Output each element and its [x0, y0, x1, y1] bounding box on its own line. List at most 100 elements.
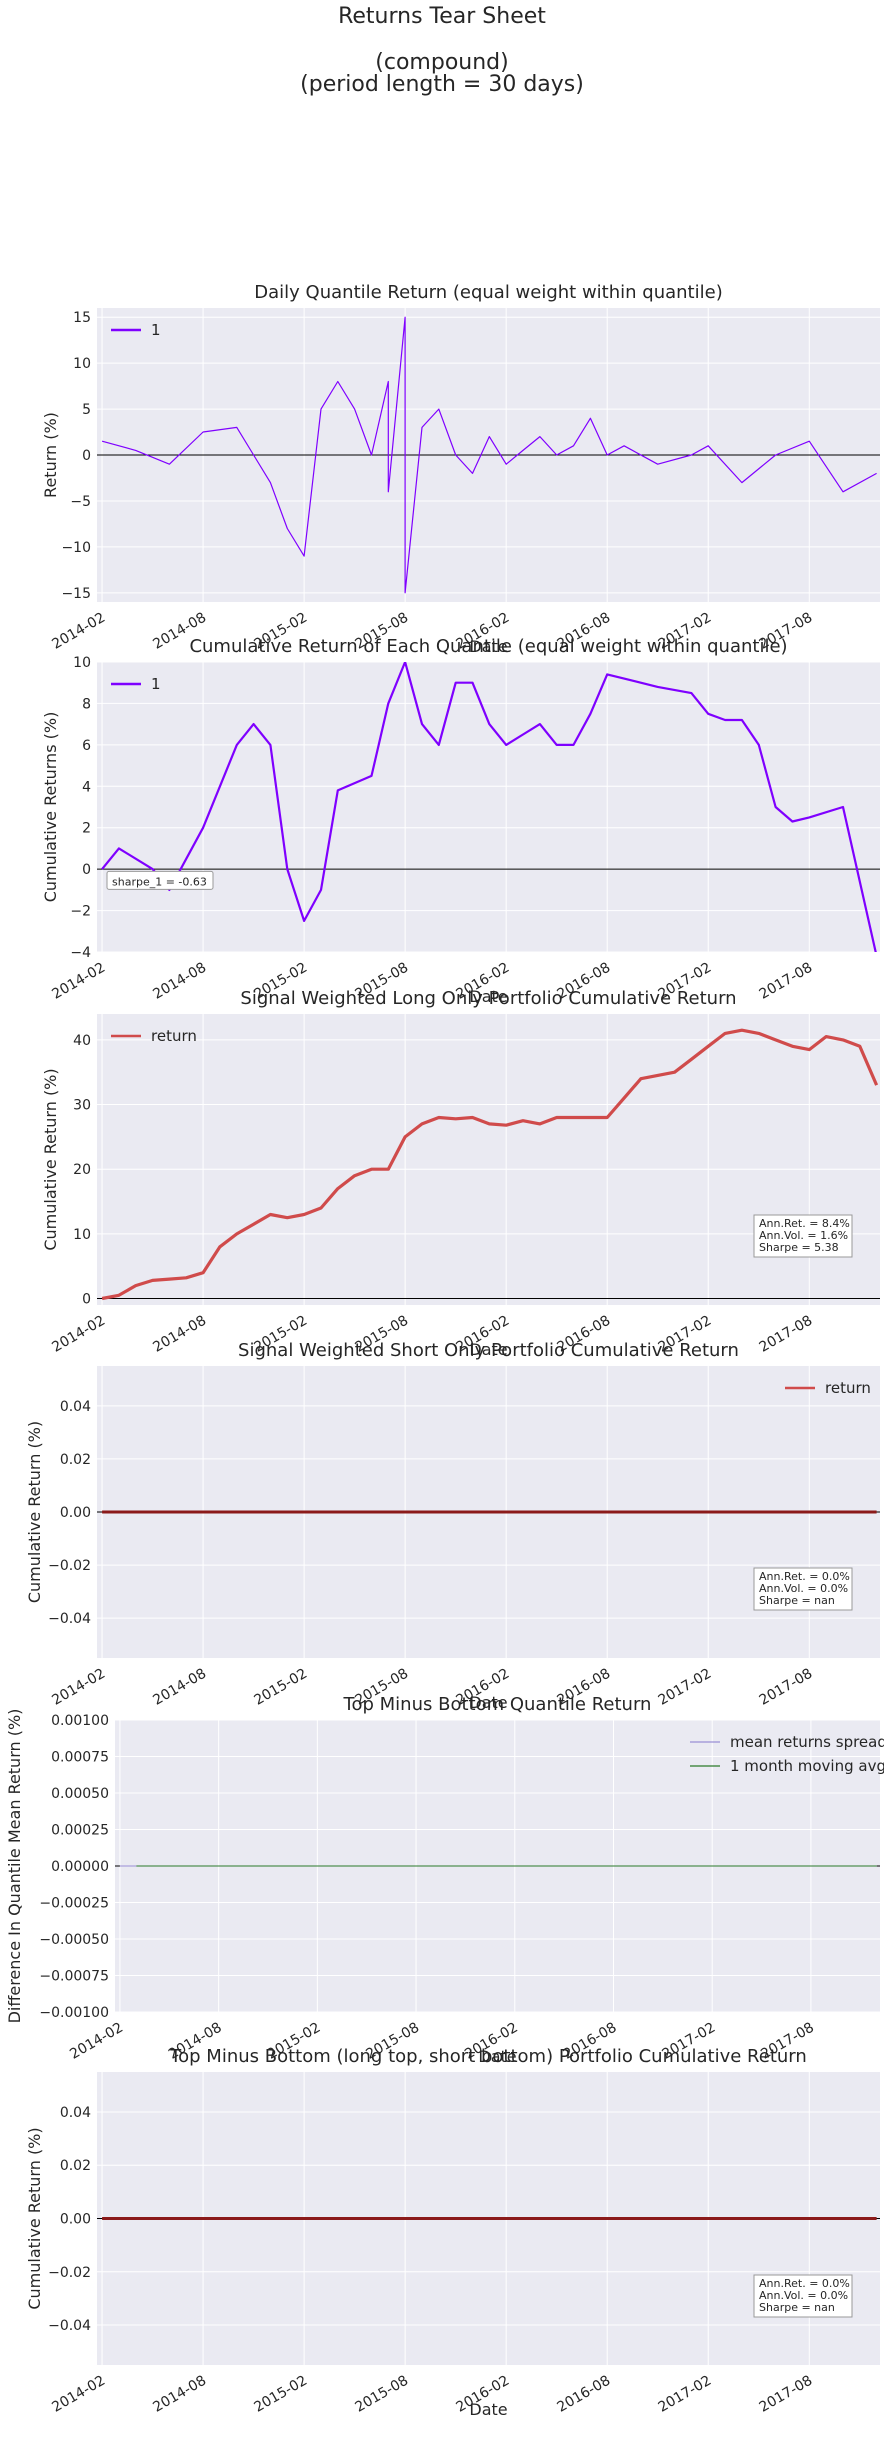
y-tick-label: 0 [82, 1292, 91, 1308]
stats-line: Sharpe = 5.38 [759, 1241, 839, 1254]
y-tick-label: 0.00 [60, 2212, 91, 2228]
x-tick-label: 2014-02 [49, 2373, 108, 2416]
x-tick-label: 2017-08 [757, 2373, 816, 2416]
annotation-box [106, 870, 214, 890]
x-tick-label: 2017-08 [757, 960, 816, 1003]
y-tick-label: −15 [61, 586, 91, 602]
x-tick-label: 2017-02 [656, 1666, 715, 1709]
legend-label: 1 month moving avg [730, 1757, 884, 1775]
legend-label: mean returns spread [730, 1733, 884, 1751]
y-tick-label: −5 [70, 494, 91, 510]
y-tick-label: 0.00025 [51, 1823, 109, 1839]
plot-area [97, 1014, 880, 1305]
y-axis-label: Cumulative Return (%) [41, 1068, 60, 1250]
x-tick-label: 2014-02 [49, 610, 108, 653]
y-tick-label: −0.02 [48, 2265, 91, 2281]
y-tick-label: 10 [73, 1227, 91, 1243]
page-subtitle-period: (period length = 30 days) [300, 72, 584, 97]
chart-panel-5: 2014-02 2014-08 2015-02 2015-08 2016-02 2016-… [5, 1694, 884, 2066]
stats-box [753, 1214, 853, 1258]
chart-panel-1: 2014-02 2014-08 2015-02 2015-08 2016-02 2016-… [41, 282, 880, 656]
y-tick-label: −0.04 [48, 2318, 91, 2334]
y-tick-label: 0.00000 [51, 1859, 109, 1875]
x-axis-label: Date [469, 637, 507, 656]
legend-label: return [825, 1379, 871, 1397]
stats-line: Ann.Ret. = 0.0% [759, 2277, 850, 2290]
page-title: Returns Tear Sheet [338, 4, 546, 29]
x-tick-label: 2014-08 [150, 2373, 209, 2416]
chart-panel-3: 2014-02 2014-08 2015-02 2015-08 2016-02 2016-… [41, 988, 880, 1359]
y-tick-label: 0.02 [60, 1452, 91, 1468]
x-tick-label: 2017-08 [757, 1313, 816, 1356]
y-tick-label: 10 [73, 356, 91, 372]
x-axis-label: Date [469, 987, 507, 1006]
y-tick-label: 2 [82, 821, 91, 837]
x-tick-label: 2015-08 [352, 2373, 411, 2416]
legend-label: 1 [151, 675, 161, 693]
chart-title: Daily Quantile Return (equal weight with… [254, 282, 722, 303]
x-tick-label: 2014-02 [49, 1666, 108, 1709]
y-tick-label: 6 [82, 738, 91, 754]
y-tick-label: 0.04 [60, 1399, 91, 1415]
x-axis-label: Date [478, 2047, 516, 2066]
x-tick-label: 2014-08 [150, 960, 209, 1003]
stats-line: Sharpe = nan [759, 1594, 835, 1607]
y-tick-label: −0.00050 [39, 1932, 109, 1948]
y-tick-label: 30 [73, 1098, 91, 1114]
y-tick-label: −0.04 [48, 1611, 91, 1627]
x-tick-label: 2015-02 [251, 1666, 310, 1709]
x-tick-label: 2014-02 [49, 960, 108, 1003]
y-tick-label: −10 [61, 540, 91, 556]
y-tick-label: 5 [82, 402, 91, 418]
y-tick-label: 40 [73, 1033, 91, 1049]
chart-title: Signal Weighted Short Only Portfolio Cum… [238, 1340, 739, 1361]
y-tick-label: 10 [73, 655, 91, 671]
chart-panel-2: 2014-02 2014-08 2015-02 2015-08 2016-02 2016-… [41, 636, 880, 1006]
stats-line: Ann.Vol. = 1.6% [759, 1229, 848, 1242]
y-axis-label: Return (%) [41, 412, 60, 498]
y-axis-label: Cumulative Return (%) [25, 2127, 44, 2309]
y-tick-label: −0.00025 [39, 1896, 109, 1912]
x-axis-label: Date [469, 2400, 507, 2419]
x-tick-label: 2014-02 [67, 2020, 126, 2063]
series-line [101, 316, 877, 594]
chart-title: Top Minus Bottom (long top, short bottom… [169, 2046, 807, 2067]
y-tick-label: −4 [70, 945, 91, 961]
y-axis-label: Difference In Quantile Mean Return (%) [5, 1709, 24, 2024]
series-line [101, 662, 877, 952]
sharpe-annotation: sharpe_1 = -0.63 [112, 875, 207, 888]
plot-area [97, 662, 880, 952]
y-tick-label: 0.00 [60, 1505, 91, 1521]
x-tick-label: 2014-08 [150, 1666, 209, 1709]
legend-label: return [151, 1027, 197, 1045]
x-tick-label: 2015-02 [251, 2373, 310, 2416]
y-axis-label: Cumulative Returns (%) [41, 712, 60, 903]
y-tick-label: 15 [73, 310, 91, 326]
y-tick-label: −0.00100 [39, 2005, 109, 2021]
y-tick-label: 0.04 [60, 2105, 91, 2121]
stats-line: Sharpe = nan [759, 2301, 835, 2314]
stats-line: Ann.Vol. = 0.0% [759, 1582, 848, 1595]
x-tick-label: 2016-08 [555, 2373, 614, 2416]
series-line [101, 1028, 879, 1301]
x-axis-label: Date [469, 1340, 507, 1359]
chart-title: Signal Weighted Long Only Portfolio Cumu… [240, 988, 736, 1009]
chart-title: Top Minus Bottom Quantile Return [343, 1694, 652, 1715]
x-tick-label: 2017-08 [757, 1666, 816, 1709]
y-tick-label: 0.00075 [51, 1750, 109, 1766]
y-tick-label: 0.00100 [51, 1713, 109, 1729]
x-tick-label: 2014-08 [150, 1313, 209, 1356]
y-tick-label: −0.00075 [39, 1969, 109, 1985]
x-axis-label: Date [469, 1693, 507, 1712]
stats-line: Ann.Vol. = 0.0% [759, 2289, 848, 2302]
chart-panel-6: 2014-02 2014-08 2015-02 2015-08 2016-02 2016-… [25, 2046, 880, 2419]
x-tick-label: 2017-02 [656, 2373, 715, 2416]
stats-line: Ann.Ret. = 8.4% [759, 1217, 850, 1230]
y-tick-label: 20 [73, 1162, 91, 1178]
x-tick-label: 2014-02 [49, 1313, 108, 1356]
stats-box [753, 2274, 853, 2318]
stats-box [753, 1567, 853, 1611]
y-tick-label: 8 [82, 696, 91, 712]
y-tick-label: −0.02 [48, 1558, 91, 1574]
